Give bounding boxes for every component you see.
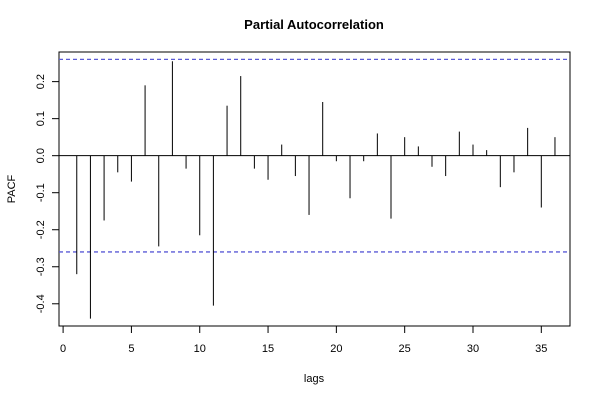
- plot-frame: [58, 51, 571, 327]
- y-tick-label: 0.0: [35, 148, 47, 163]
- y-axis: -0.4 -0.3 -0.2 -0.1 0.0 0.1 0.2: [35, 74, 60, 313]
- x-axis-label: lags: [304, 373, 325, 385]
- x-tick-label: 35: [535, 343, 547, 355]
- chart-title: Partial Autocorrelation: [244, 17, 384, 32]
- y-tick-label: -0.4: [35, 294, 47, 313]
- y-tick-label: 0.1: [35, 111, 47, 126]
- y-tick-label: 0.2: [35, 74, 47, 89]
- confidence-bands: [59, 58, 570, 253]
- x-tick-label: 20: [330, 343, 342, 355]
- pacf-bars: [76, 61, 556, 319]
- x-tick-label: 30: [467, 343, 479, 355]
- x-tick-label: 15: [262, 343, 274, 355]
- x-tick-label: 10: [194, 343, 206, 355]
- y-tick-label: -0.2: [35, 220, 47, 239]
- x-tick-label: 0: [60, 343, 66, 355]
- x-axis: 0 5 10 15 20 25 30 35: [60, 325, 547, 355]
- y-axis-label: PACF: [6, 174, 18, 203]
- x-tick-label: 5: [128, 343, 134, 355]
- y-tick-label: -0.1: [35, 183, 47, 202]
- x-tick-label: 25: [399, 343, 411, 355]
- y-tick-label: -0.3: [35, 257, 47, 276]
